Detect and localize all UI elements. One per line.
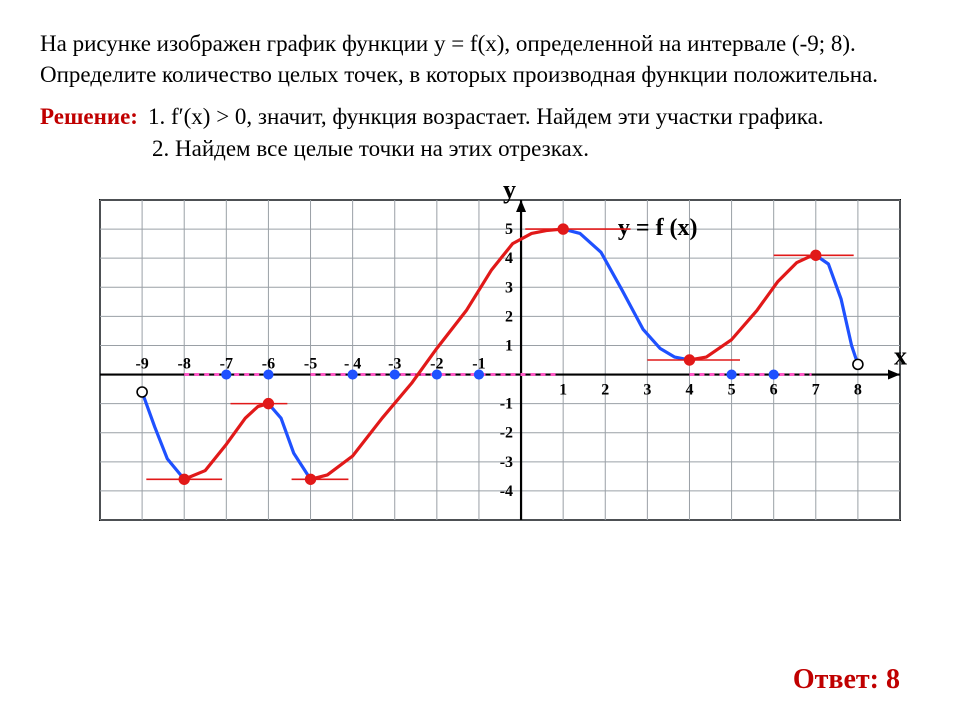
svg-text:7: 7 [812, 382, 820, 399]
svg-text:-7: -7 [220, 356, 233, 373]
svg-text:- 4: - 4 [344, 356, 361, 373]
solution-line-1: Решение: 1. f′(x) > 0, значит, функция в… [40, 104, 920, 130]
solution-step-1: 1. f′(x) > 0, значит, функция возрастает… [148, 104, 824, 130]
svg-text:4: 4 [685, 382, 693, 399]
svg-text:-1: -1 [500, 396, 513, 413]
svg-text:2: 2 [505, 308, 513, 325]
svg-text:-2: -2 [500, 425, 513, 442]
svg-text:-5: -5 [304, 356, 317, 373]
svg-text:3: 3 [643, 382, 651, 399]
solution-step-2: 2. Найдем все целые точки на этих отрезк… [152, 136, 920, 162]
svg-text:-3: -3 [388, 356, 401, 373]
svg-text:-2: -2 [430, 356, 443, 373]
problem-text: На рисунке изображен график функции y = … [40, 28, 920, 90]
svg-text:-3: -3 [500, 454, 513, 471]
svg-text:y = f (x): y = f (x) [618, 215, 698, 241]
answer: Ответ: 8 [793, 664, 900, 696]
svg-text:-9: -9 [135, 356, 148, 373]
svg-text:-8: -8 [178, 356, 191, 373]
svg-text:-4: -4 [500, 483, 513, 500]
svg-text:2: 2 [601, 382, 609, 399]
svg-text:6: 6 [770, 382, 778, 399]
svg-text:4: 4 [505, 250, 513, 267]
function-chart: y x y = f (x) -9 -8 -7 -6 -5 - 4 -3 -2 -1 1 2 3 4 5 6 7 8 1 2… [80, 180, 920, 540]
svg-text:x: x [894, 342, 907, 371]
solution-label: Решение: [40, 104, 138, 130]
svg-text:3: 3 [505, 279, 513, 296]
svg-text:8: 8 [854, 382, 862, 399]
svg-text:-1: -1 [472, 356, 485, 373]
svg-text:5: 5 [728, 382, 736, 399]
svg-text:1: 1 [559, 382, 567, 399]
svg-text:1: 1 [505, 338, 513, 355]
svg-text:5: 5 [505, 221, 513, 238]
svg-text:-6: -6 [262, 356, 275, 373]
svg-text:y: y [503, 180, 516, 204]
